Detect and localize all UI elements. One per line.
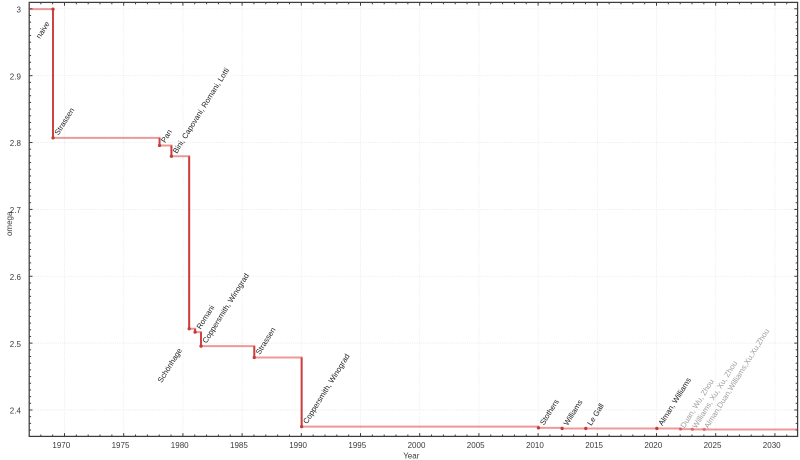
svg-text:2.4: 2.4 — [10, 407, 22, 416]
svg-text:Year: Year — [403, 451, 420, 460]
svg-text:2.9: 2.9 — [10, 72, 22, 81]
svg-text:1975: 1975 — [112, 441, 130, 450]
svg-text:2010: 2010 — [526, 441, 544, 450]
svg-text:2.6: 2.6 — [10, 273, 22, 282]
svg-text:2020: 2020 — [644, 441, 662, 450]
svg-text:2025: 2025 — [704, 441, 722, 450]
svg-text:1985: 1985 — [230, 441, 248, 450]
svg-text:2005: 2005 — [467, 441, 485, 450]
svg-text:2.5: 2.5 — [10, 340, 22, 349]
svg-text:1990: 1990 — [289, 441, 307, 450]
svg-text:1980: 1980 — [171, 441, 189, 450]
svg-text:2030: 2030 — [763, 441, 781, 450]
svg-text:2.8: 2.8 — [10, 139, 22, 148]
svg-text:omega: omega — [5, 211, 14, 236]
svg-text:1970: 1970 — [52, 441, 70, 450]
svg-text:1995: 1995 — [348, 441, 366, 450]
svg-text:2.7: 2.7 — [10, 206, 22, 215]
svg-text:2015: 2015 — [585, 441, 603, 450]
svg-text:2000: 2000 — [408, 441, 426, 450]
svg-text:3: 3 — [16, 6, 21, 15]
